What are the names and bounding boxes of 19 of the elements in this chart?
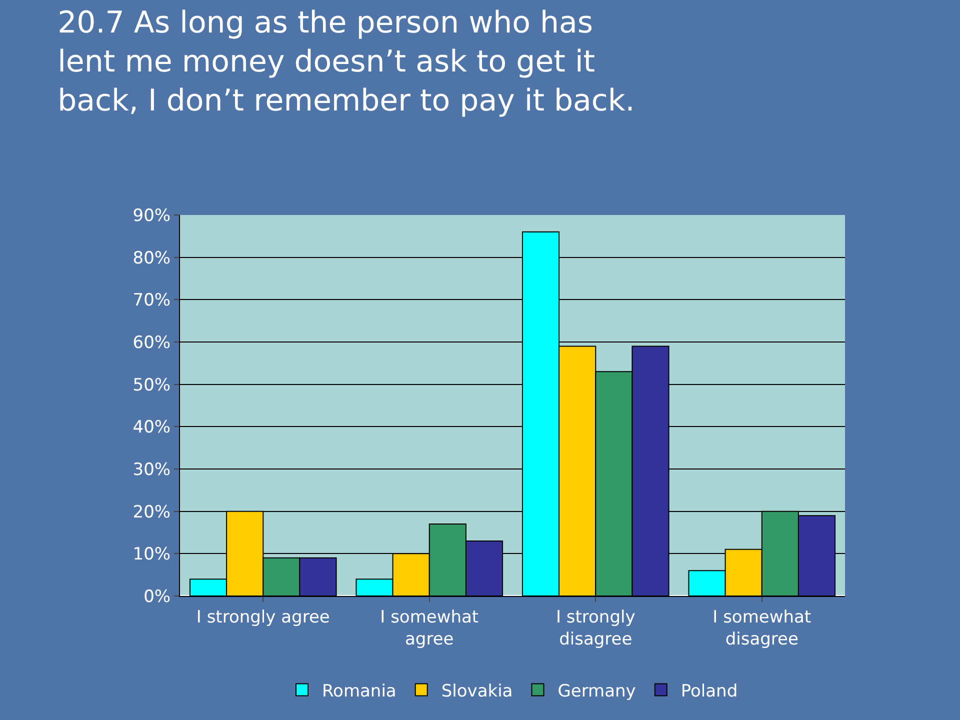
y-tick-label: 70%	[132, 290, 171, 311]
y-tick-label: 20%	[132, 502, 171, 522]
y-tick-label: 50%	[132, 375, 171, 396]
chart-title: 20.7 As long as the person who has lent me money doesn’t ask to get it back, I don’t remember to pay it back.	[58, 5, 635, 118]
x-tick-label: I somewhat agree	[380, 607, 479, 650]
x-tick-label: I strongly agree	[196, 607, 330, 628]
legend-label: Romania	[322, 681, 396, 702]
y-tick-label: 30%	[132, 460, 171, 480]
y-tick-label: 10%	[132, 544, 171, 565]
y-tick-label: 90%	[132, 206, 171, 226]
legend-label: Slovakia	[441, 681, 513, 702]
y-tick-label: 0%	[144, 586, 171, 607]
legend-label: Germany	[558, 681, 636, 702]
x-tick-label: I somewhat disagree	[712, 607, 812, 650]
y-tick-label: 80%	[132, 248, 171, 268]
x-tick-label: I strongly disagree	[556, 607, 636, 650]
legend-label: Poland	[680, 681, 738, 702]
y-tick-label: 60%	[132, 332, 171, 353]
y-tick-label: 40%	[132, 418, 171, 438]
